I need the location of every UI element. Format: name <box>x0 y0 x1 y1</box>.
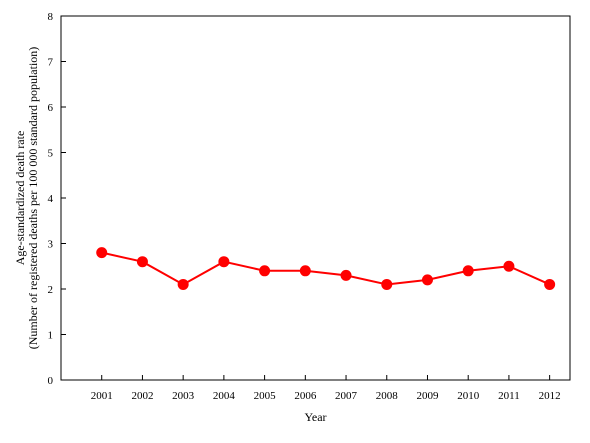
x-tick-label: 2004 <box>213 390 236 402</box>
data-point <box>503 260 515 272</box>
y-tick-label: 7 <box>48 57 54 69</box>
data-point <box>218 256 230 268</box>
y-tick-label: 8 <box>48 11 54 23</box>
y-tick-label: 2 <box>48 284 54 296</box>
data-point <box>177 278 189 290</box>
x-axis-title: Year <box>304 410 326 424</box>
y-tick-label: 5 <box>48 148 54 160</box>
y-tick-label: 1 <box>48 330 54 342</box>
y-tick-label: 0 <box>48 375 54 387</box>
y-tick-label: 4 <box>48 193 54 205</box>
x-tick-label: 2006 <box>294 390 317 402</box>
x-tick-label: 2012 <box>539 390 561 402</box>
data-point <box>421 274 433 286</box>
y-tick-label: 6 <box>48 102 54 114</box>
x-tick-label: 2007 <box>335 390 358 402</box>
data-point <box>259 265 271 277</box>
plot-area-frame <box>60 15 571 381</box>
y-tick-label: 3 <box>48 239 54 251</box>
x-tick-label: 2008 <box>376 390 399 402</box>
series-line <box>101 251 551 286</box>
x-tick-label: 2002 <box>131 390 153 402</box>
data-point <box>96 247 108 259</box>
x-tick-label: 2011 <box>498 390 520 402</box>
x-tick-label: 2003 <box>172 390 195 402</box>
data-point <box>462 265 474 277</box>
data-point <box>340 269 352 281</box>
x-tick-label: 2009 <box>416 390 439 402</box>
data-point <box>299 265 311 277</box>
x-tick-label: 2001 <box>91 390 113 402</box>
data-point <box>544 278 556 290</box>
data-point <box>381 278 393 290</box>
x-tick-label: 2005 <box>254 390 277 402</box>
y-axis-title-line1: Age-standardized death rate <box>13 131 27 266</box>
y-axis-title-line2: (Number of registered deaths per 100 000… <box>26 47 40 350</box>
x-tick-label: 2010 <box>457 390 480 402</box>
data-point <box>136 256 148 268</box>
